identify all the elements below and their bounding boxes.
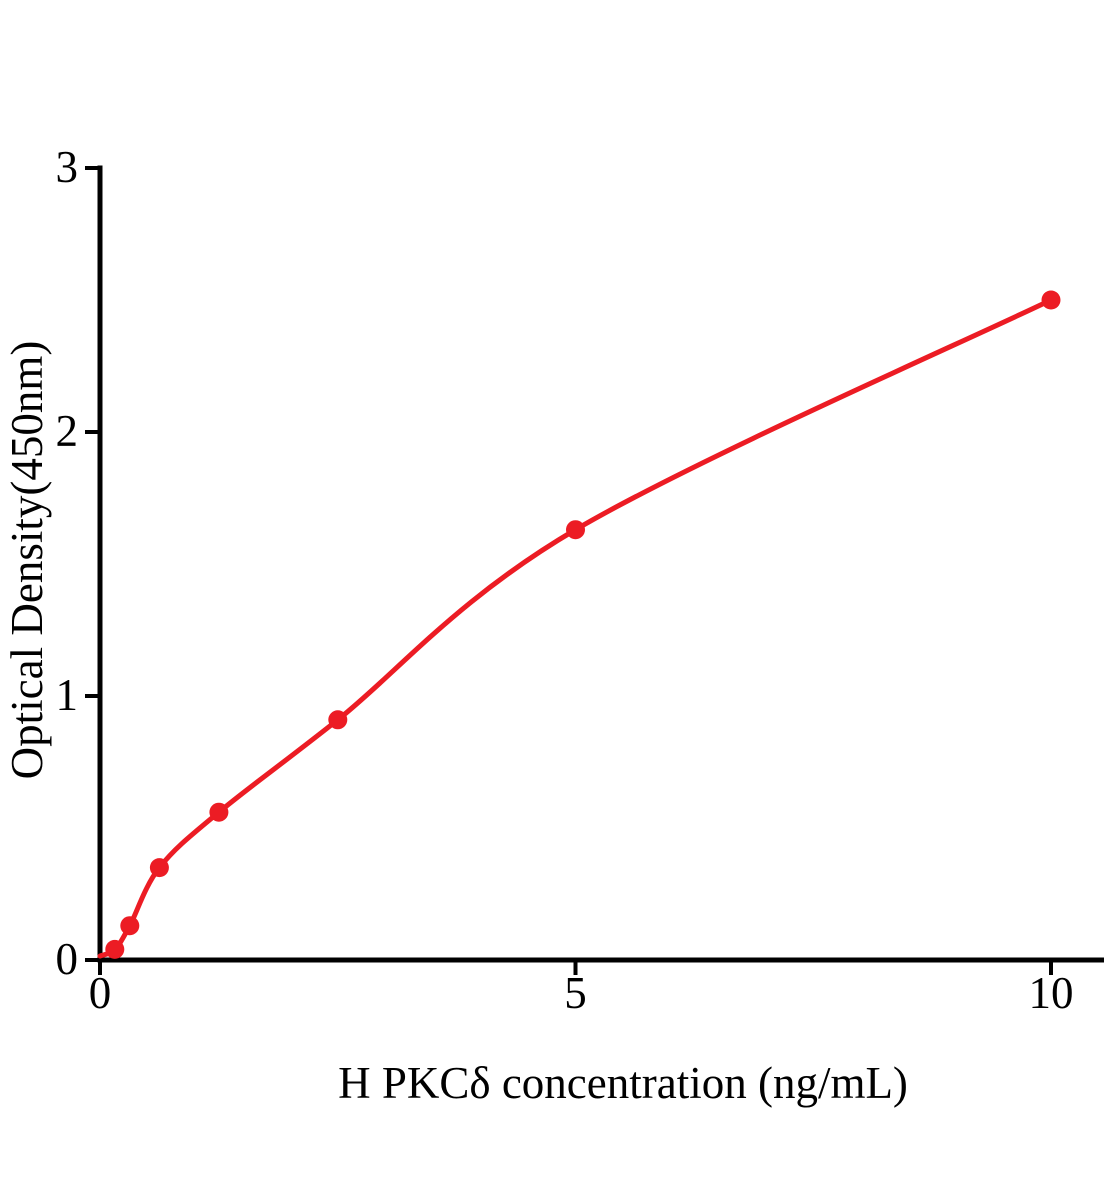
data-point (149, 858, 169, 878)
axis-spines (97, 165, 1104, 963)
data-point (328, 710, 348, 730)
y-tick-label: 3 (56, 142, 79, 192)
data-point (566, 520, 585, 540)
x-tick-label: 10 (1029, 968, 1074, 1018)
y-axis-title: Optical Density(450nm) (2, 341, 52, 780)
fit-curve (97, 297, 1054, 959)
data-point (120, 916, 140, 936)
y-tick-label: 1 (56, 670, 79, 720)
y-tick-label: 0 (56, 934, 79, 984)
x-tick-label: 0 (89, 968, 112, 1018)
y-tick-label: 2 (56, 406, 79, 456)
data-point (1041, 290, 1061, 310)
x-tick-label: 5 (564, 968, 587, 1018)
chart-generated-layer: 0 1 2 3 0 5 10 (56, 142, 1104, 1018)
data-point (209, 802, 229, 822)
data-point (105, 939, 125, 959)
x-axis-title: H PKCδ concentration (ng/mL) (338, 1058, 908, 1108)
